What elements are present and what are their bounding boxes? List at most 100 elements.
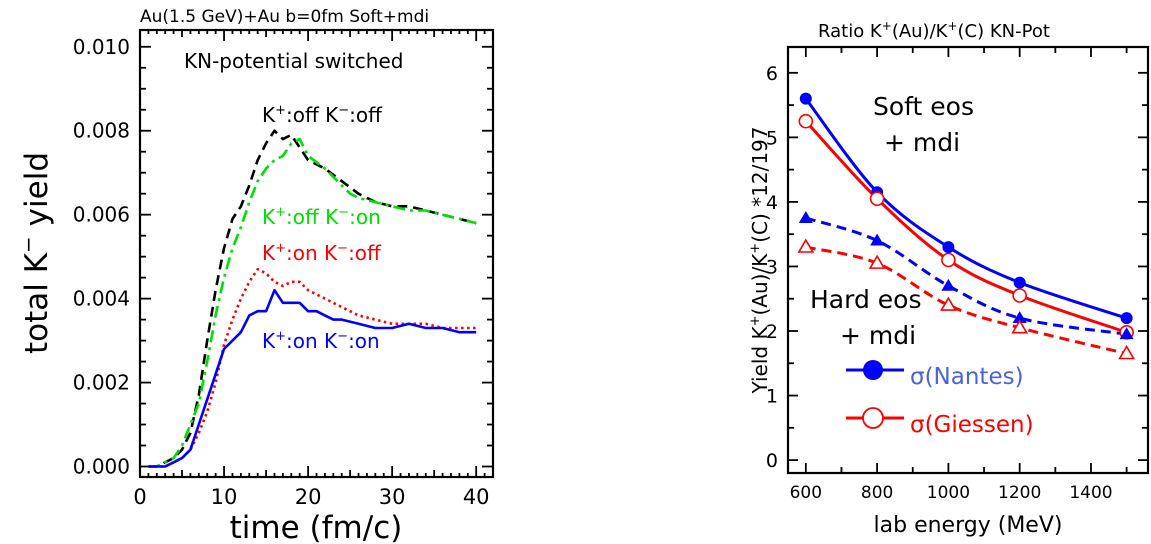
right-x-axis-label: lab energy (MeV)	[874, 513, 1063, 538]
series-label-off-off-tail: :off	[349, 103, 383, 127]
left-y-tick-label-0-004: 0.004	[73, 287, 130, 311]
right-y-label-part-2: (Au)/K	[748, 253, 772, 316]
right-y-tick-label-0: 0	[766, 450, 778, 472]
left-y-tick-label-0-002: 0.002	[73, 371, 130, 395]
right-point-s1-600	[798, 113, 814, 129]
right-y-label-sup-2: +	[748, 243, 763, 254]
series-label-on-on-k2: :on K	[286, 329, 338, 353]
right-point-s3-600	[797, 238, 815, 253]
left-y-tick-label-0-010: 0.010	[73, 35, 130, 59]
series-label-off-on-sup2: −	[338, 205, 349, 220]
legend-marker-nantes	[863, 360, 883, 380]
series-label-on-off-sup1: +	[275, 241, 286, 256]
left-series-line-3	[148, 288, 477, 468]
left-x-tick-label-40: 40	[463, 485, 490, 509]
left-y-label-main: total K	[19, 252, 55, 354]
right-x-tick-label-1200: 1200	[998, 483, 1041, 503]
right-point-s0-1200	[1013, 276, 1026, 289]
right-title-part-2: (Au)/K	[892, 21, 949, 42]
right-x-tick-label-1400: 1400	[1069, 483, 1112, 503]
series-label-on-on-sup2: −	[337, 329, 348, 344]
left-x-tick-label-0: 0	[133, 485, 146, 509]
series-label-off-off-k2: :off K	[286, 103, 339, 127]
right-y-tick-label-5: 5	[766, 127, 778, 149]
series-label-on-on-k1: K	[262, 329, 276, 353]
right-y-tick-label-2: 2	[766, 321, 778, 343]
right-point-s2-1200	[1012, 311, 1027, 323]
right-y-tick-label-1: 1	[766, 386, 778, 408]
series-label-off-on-tail: :on	[349, 205, 381, 229]
series-label-off-off: K+:off K−:off	[262, 103, 383, 127]
right-point-s2-600	[798, 211, 813, 223]
right-y-tick-label-6: 6	[766, 63, 778, 85]
right-y-tick-label-3: 3	[766, 256, 778, 278]
left-y-tick-label-0-008: 0.008	[73, 119, 130, 143]
left-x-tick-label-20: 20	[295, 485, 322, 509]
left-x-tick-label-10: 10	[211, 485, 238, 509]
series-label-on-on-tail: :on	[348, 329, 380, 353]
right-title-sup-1: +	[882, 19, 892, 33]
annotation-hard-eos: Hard eos	[810, 285, 921, 314]
right-series-curve-3	[805, 245, 1127, 356]
left-series-line-0	[148, 129, 477, 468]
right-y-label-part-3: (C) *12/197	[748, 126, 772, 242]
right-title-part-3: (C) KN-Pot	[958, 21, 1050, 42]
legend-label-nantes: σ(Nantes)	[910, 364, 1024, 390]
left-series-line-1	[148, 137, 477, 468]
right-point-s1-1000	[941, 252, 956, 268]
left-chart-time-evolution: Au(1.5 GeV)+Au b=0fm Soft+mdi 0 10 20 30 400…	[16, 7, 495, 544]
right-title-part-1: Ratio K	[818, 21, 883, 42]
right-point-s3-800	[868, 254, 886, 269]
left-series-labels: K+:off K−:off K+:off K−:on K+:on K−:off …	[262, 103, 383, 353]
right-chart-title: Ratio K+(Au)/K+(C) KN-Pot	[818, 19, 1050, 42]
right-point-s2-1500	[1119, 327, 1134, 340]
right-point-s3-1000	[939, 296, 957, 311]
series-label-on-off-k2: :on K	[286, 241, 338, 265]
left-axis-ticks: 0 10 20 30 40 0.000 0.002 0.004 0.006 0.008 0.010	[73, 30, 493, 509]
series-label-on-on-sup1: +	[275, 329, 286, 344]
series-label-off-on: K+:off K−:on	[262, 205, 381, 229]
left-y-tick-label-0-000: 0.000	[73, 455, 130, 479]
right-point-s1-800	[869, 191, 885, 206]
right-plot-frame	[786, 45, 1150, 475]
annotation-soft-eos: Soft eos	[873, 92, 974, 121]
series-label-on-off-k1: K	[262, 241, 276, 265]
series-label-off-off-k1: K	[262, 103, 276, 127]
right-y-axis-label: Yield K+(Au)/K+(C) *12/197	[748, 126, 772, 394]
left-series-group	[148, 129, 477, 468]
right-x-tick-label-800: 800	[861, 483, 893, 503]
right-y-label-part-1: Yield K	[748, 326, 772, 395]
right-chart-yield-ratio: Ratio K+(Au)/K+(C) KN-Pot 600 800 1000 1200…	[748, 19, 1150, 538]
series-label-off-on-k2: :off K	[286, 205, 339, 229]
left-y-axis-label: total K− yield	[16, 152, 55, 354]
left-y-label-sup: −	[16, 236, 40, 253]
right-x-tick-label-1000: 1000	[927, 483, 970, 503]
series-label-on-off-tail: :off	[348, 241, 382, 265]
right-point-s1-1200	[1012, 288, 1027, 303]
legend-label-giessen: σ(Giessen)	[910, 412, 1034, 438]
right-y-tick-label-4: 4	[766, 192, 778, 214]
left-annotation-kn-potential: KN-potential switched	[184, 49, 403, 73]
right-point-s0-1500	[1120, 312, 1133, 325]
left-chart-title: Au(1.5 GeV)+Au b=0fm Soft+mdi	[140, 7, 429, 27]
left-series-line-2	[148, 267, 477, 468]
right-series-group	[797, 92, 1136, 360]
right-series-curve-2	[805, 216, 1127, 336]
right-y-label-sup-1: +	[748, 316, 763, 327]
series-label-off-on-k1: K	[262, 205, 276, 229]
series-label-on-off: K+:on K−:off	[262, 241, 382, 265]
right-point-s3-1200	[1011, 319, 1029, 334]
series-label-off-on-sup1: +	[275, 205, 286, 220]
right-point-s0-1000	[942, 241, 955, 254]
series-label-on-off-sup2: −	[337, 241, 348, 256]
right-point-s2-800	[870, 233, 885, 246]
left-y-tick-label-0-006: 0.006	[73, 203, 130, 227]
right-point-s2-1000	[941, 278, 956, 291]
series-label-on-on: K+:on K−:on	[262, 329, 380, 353]
legend-marker-giessen	[862, 407, 884, 429]
right-point-s3-1500	[1118, 345, 1136, 360]
annotation-soft-mdi: + mdi	[884, 128, 960, 157]
right-point-s0-600	[799, 92, 812, 105]
left-x-axis-label: time (fm/c)	[230, 510, 403, 544]
